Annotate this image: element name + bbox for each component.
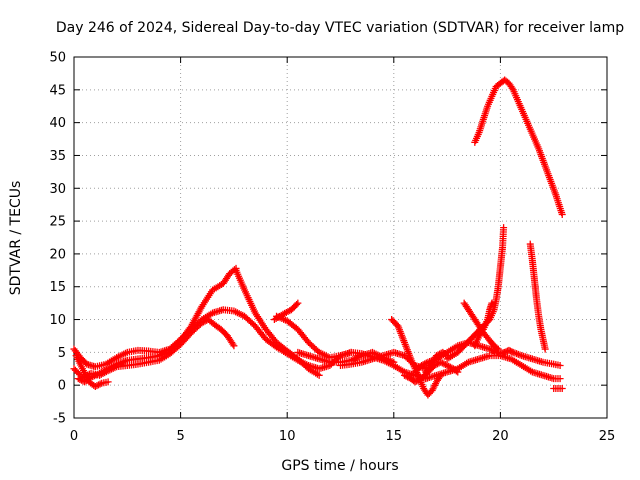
plus-marker	[93, 382, 101, 390]
plus-marker	[390, 358, 398, 366]
y-tick-label: 20	[49, 247, 66, 262]
y-tick-label: 40	[49, 116, 66, 131]
plus-marker	[230, 342, 238, 350]
y-axis-label: SDTVAR / TECUs	[8, 181, 24, 296]
series-track-20	[550, 384, 566, 392]
plus-marker	[558, 384, 566, 392]
plus-marker	[315, 371, 323, 379]
plus-marker	[508, 348, 516, 356]
series-track-19	[471, 76, 566, 219]
plus-marker	[421, 360, 429, 368]
plus-marker	[556, 375, 564, 383]
plus-marker	[558, 211, 566, 219]
series-track-4	[70, 316, 238, 381]
plus-marker	[493, 344, 501, 352]
plus-marker	[294, 299, 302, 307]
plus-marker	[489, 347, 497, 355]
x-tick-label: 15	[386, 429, 403, 444]
series-track-17	[471, 299, 496, 350]
plus-marker	[414, 376, 422, 384]
plus-marker	[508, 84, 516, 92]
plus-marker	[500, 224, 508, 232]
y-tick-label: 35	[49, 149, 66, 164]
plus-marker	[402, 372, 410, 380]
plus-marker	[200, 318, 208, 326]
plus-marker	[418, 361, 426, 369]
plus-marker	[404, 373, 412, 381]
plus-marker	[488, 299, 496, 307]
y-tick-label: 15	[49, 280, 66, 295]
plus-marker	[400, 371, 408, 379]
y-tick-label: 25	[49, 215, 66, 230]
y-tick-label: 10	[49, 313, 66, 328]
plus-marker	[419, 361, 427, 369]
series-track-18	[526, 240, 549, 353]
series-track-13	[411, 339, 564, 376]
plot-frame	[73, 56, 608, 419]
x-tick-label: 10	[279, 429, 296, 444]
y-tick-label: 50	[49, 51, 66, 66]
series-track-16	[460, 299, 502, 353]
plus-marker	[293, 300, 301, 308]
plus-marker	[486, 345, 494, 353]
x-tick-label: 5	[176, 429, 184, 444]
plus-marker	[494, 345, 502, 353]
plus-marker	[413, 377, 421, 385]
plus-marker	[478, 327, 486, 335]
plus-marker	[411, 378, 419, 386]
x-tick-label: 25	[599, 429, 616, 444]
y-tick-label: 0	[58, 379, 66, 394]
series-track-14	[422, 352, 564, 383]
x-tick-label: 0	[70, 429, 78, 444]
plus-marker	[104, 378, 112, 386]
y-tick-label: -5	[53, 412, 66, 427]
plus-marker	[434, 360, 442, 368]
y-tick-label: 45	[49, 83, 66, 98]
y-tick-label: 5	[58, 346, 66, 361]
x-axis-label: GPS time / hours	[281, 458, 398, 474]
plus-marker	[440, 360, 448, 368]
plus-marker	[437, 358, 445, 366]
plus-marker	[95, 381, 103, 389]
plus-marker	[198, 319, 206, 327]
plus-marker	[443, 361, 451, 369]
series-track-5	[72, 352, 112, 390]
y-tick-label: 30	[49, 182, 66, 197]
axis-ticks: 0 5 10 15 20 25 -5 0 5 10 15 20 25 30 35 40 45 50	[49, 51, 615, 445]
plus-marker	[556, 361, 564, 369]
plus-marker	[442, 361, 450, 369]
x-tick-label: 20	[492, 429, 509, 444]
plus-marker	[229, 340, 237, 348]
plus-marker	[96, 380, 104, 388]
plus-marker	[91, 382, 99, 390]
chart-title: Day 246 of 2024, Sidereal Day-to-day VTE…	[56, 20, 624, 36]
plus-marker	[438, 359, 446, 367]
plus-marker	[541, 345, 549, 353]
plus-marker	[422, 359, 430, 367]
data-marks	[70, 76, 566, 399]
